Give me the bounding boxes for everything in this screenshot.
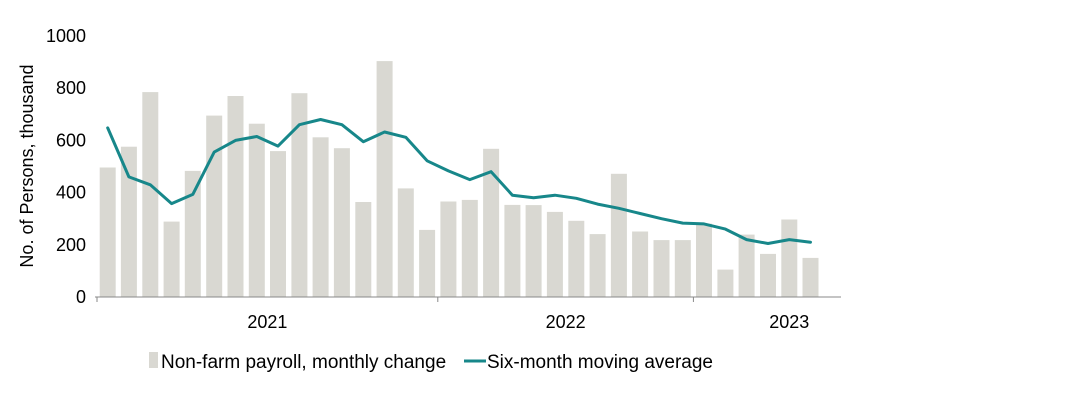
bar-feb-2023 <box>717 269 734 297</box>
x-year-label: 2021 <box>247 312 287 332</box>
y-tick-label: 400 <box>56 183 86 203</box>
bar-nov-2020 <box>142 92 159 297</box>
bar-jan-2023 <box>696 223 712 297</box>
legend-bar-label: Non-farm payroll, monthly change <box>161 352 446 373</box>
bar-oct-2020 <box>120 146 137 297</box>
bar-dec-2020 <box>163 221 180 297</box>
bar-apr-2023 <box>760 253 776 297</box>
bar-may-2021 <box>270 151 286 297</box>
bar-apr-2021 <box>248 123 265 297</box>
bar-apr-2022 <box>504 204 521 297</box>
bar-may-2022 <box>525 205 542 297</box>
y-axis-ticks: 0 200 400 600 800 1000 <box>46 26 86 307</box>
y-tick-label: 600 <box>56 130 86 150</box>
bar-dec-2021 <box>419 229 436 297</box>
bar-jun-2023 <box>802 257 819 297</box>
bar-feb-2022 <box>461 199 478 297</box>
bar-jun-2021 <box>291 93 308 297</box>
bar-dec-2022 <box>674 240 691 297</box>
moving-average-line <box>106 118 812 245</box>
bar-sep-2021 <box>355 202 372 297</box>
bar-series <box>99 61 819 297</box>
bar-feb-2021 <box>206 115 223 297</box>
bar-nov-2022 <box>653 240 670 297</box>
bar-mar-2023 <box>738 234 755 297</box>
y-tick-label: 0 <box>76 287 86 307</box>
bar-oct-2022 <box>632 231 649 297</box>
bar-aug-2022 <box>589 234 606 297</box>
x-year-label: 2022 <box>546 312 586 332</box>
bar-jul-2022 <box>568 220 585 297</box>
y-tick-label: 200 <box>56 235 86 255</box>
bar-jan-2021 <box>184 170 201 297</box>
bar-jul-2021 <box>312 137 329 297</box>
y-axis-label: No. of Persons, thousand <box>17 64 37 267</box>
bar-mar-2022 <box>483 148 500 297</box>
bar-nov-2021 <box>397 188 414 297</box>
x-axis-ticks: 2021 2022 2023 <box>96 297 809 332</box>
y-tick-label: 1000 <box>46 26 86 46</box>
x-year-label: 2023 <box>769 312 809 332</box>
y-tick-label: 800 <box>56 78 86 98</box>
bar-sep-2020 <box>99 167 116 297</box>
bar-oct-2021 <box>376 61 393 297</box>
bar-sep-2022 <box>610 173 627 297</box>
legend-line-label: Six-month moving average <box>487 352 713 373</box>
legend: Non-farm payroll, monthly change Six-mon… <box>149 352 713 373</box>
legend-bar-swatch <box>149 352 158 368</box>
bar-jan-2022 <box>440 201 457 297</box>
bar-mar-2021 <box>227 96 244 297</box>
bar-may-2023 <box>781 219 798 297</box>
bar-jun-2022 <box>546 211 563 297</box>
bar-aug-2021 <box>333 148 350 297</box>
